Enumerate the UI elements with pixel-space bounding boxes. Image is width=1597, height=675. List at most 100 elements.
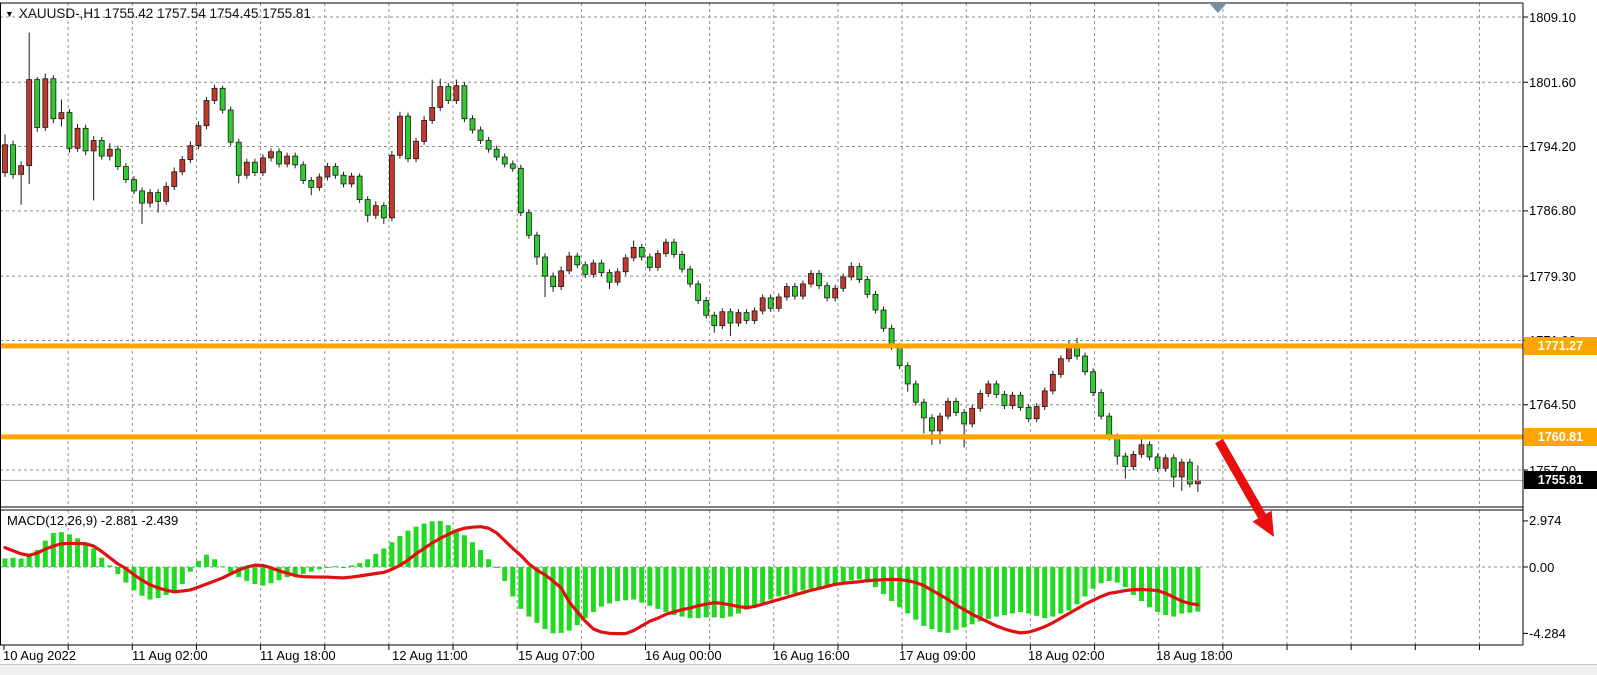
candlestick bbox=[953, 400, 959, 414]
macd-histogram-bar bbox=[752, 567, 758, 606]
candlestick bbox=[1138, 444, 1145, 455]
candlestick bbox=[493, 148, 500, 158]
candlestick bbox=[1033, 406, 1040, 420]
macd-histogram-bar bbox=[816, 567, 822, 588]
candlestick bbox=[1130, 453, 1137, 467]
macd-histogram-bar bbox=[204, 554, 209, 567]
candlestick bbox=[896, 346, 903, 367]
candlestick bbox=[646, 256, 653, 268]
macd-histogram-bar bbox=[1179, 567, 1185, 614]
time-axis-label[interactable]: 16 Aug 16:00 bbox=[773, 648, 850, 663]
macd-histogram-bar bbox=[1066, 567, 1072, 611]
candlestick bbox=[114, 148, 121, 167]
time-axis-label[interactable]: 17 Aug 09:00 bbox=[899, 648, 976, 663]
candlestick bbox=[961, 412, 968, 425]
macd-histogram-bar bbox=[872, 567, 878, 588]
candlestick bbox=[50, 78, 57, 120]
candlestick bbox=[388, 154, 395, 219]
macd-histogram-bar bbox=[1010, 567, 1015, 614]
macd-histogram-bar bbox=[445, 525, 451, 567]
time-axis-label[interactable]: 16 Aug 00:00 bbox=[645, 648, 722, 663]
price-axis-label: 1764.50 bbox=[1529, 397, 1576, 413]
candlestick bbox=[582, 264, 589, 275]
macd-histogram-bar bbox=[1026, 567, 1032, 614]
time-axis-label[interactable]: 15 Aug 07:00 bbox=[518, 648, 595, 663]
candlestick bbox=[509, 163, 516, 169]
candlestick bbox=[1082, 355, 1088, 373]
candlestick bbox=[171, 171, 178, 187]
macd-histogram-bar bbox=[2, 558, 8, 567]
time-axis-label[interactable]: 18 Aug 18:00 bbox=[1156, 648, 1233, 663]
time-axis-label[interactable]: 11 Aug 18:00 bbox=[260, 648, 336, 663]
candlestick bbox=[816, 273, 822, 287]
window-bottom-strip bbox=[0, 664, 1597, 675]
candlestick bbox=[912, 383, 919, 403]
macd-histogram-bar bbox=[155, 567, 161, 598]
price-badge: 1760.81 bbox=[1524, 427, 1597, 446]
macd-histogram-bar bbox=[75, 538, 81, 567]
macd-histogram-bar bbox=[800, 567, 806, 591]
candlestick bbox=[1041, 390, 1048, 407]
symbol-dropdown-icon[interactable]: ▼ bbox=[5, 9, 14, 19]
macd-histogram-bar bbox=[171, 567, 177, 591]
time-axis-label[interactable]: 10 Aug 2022 bbox=[3, 648, 77, 663]
time-axis-label[interactable]: 12 Aug 11:00 bbox=[392, 648, 468, 663]
macd-histogram-bar bbox=[510, 567, 516, 597]
candlestick bbox=[759, 297, 766, 312]
price-axis-label: 1786.80 bbox=[1529, 203, 1576, 219]
macd-histogram-bar bbox=[163, 567, 169, 595]
candlestick bbox=[1090, 371, 1096, 394]
trend-arrow-shaft bbox=[1215, 438, 1266, 519]
macd-histogram-bar bbox=[260, 567, 266, 586]
macd-histogram-bar bbox=[607, 567, 612, 604]
macd-histogram-bar bbox=[10, 557, 16, 567]
macd-histogram-bar bbox=[1058, 567, 1064, 614]
candlestick bbox=[1057, 358, 1064, 375]
macd-histogram-bar bbox=[486, 559, 492, 567]
macd-histogram-bar bbox=[663, 567, 669, 612]
macd-histogram-bar bbox=[236, 567, 242, 578]
macd-histogram-bar bbox=[276, 567, 282, 581]
macd-histogram-bar bbox=[1018, 567, 1024, 612]
macd-histogram-bar bbox=[1122, 567, 1128, 588]
candlestick bbox=[558, 270, 565, 287]
macd-histogram-bar bbox=[1147, 567, 1153, 608]
candlestick bbox=[1146, 444, 1153, 458]
candlestick bbox=[1154, 456, 1161, 469]
candlestick bbox=[832, 287, 839, 299]
macd-histogram-bar bbox=[292, 567, 298, 575]
macd-signal-line bbox=[3, 525, 1200, 636]
candlestick bbox=[147, 192, 153, 204]
macd-histogram-bar bbox=[324, 567, 330, 568]
macd-histogram-bar bbox=[937, 567, 943, 633]
candlestick bbox=[929, 417, 935, 432]
time-axis-label[interactable]: 11 Aug 02:00 bbox=[132, 648, 208, 663]
macd-histogram-bar bbox=[550, 567, 556, 634]
macd-histogram-bar bbox=[897, 567, 903, 608]
macd-histogram-bar bbox=[365, 559, 371, 567]
macd-histogram-bar bbox=[1187, 567, 1193, 613]
candlestick bbox=[131, 179, 137, 192]
candlestick bbox=[1114, 436, 1121, 457]
candlestick bbox=[292, 155, 299, 166]
candlestick bbox=[429, 107, 436, 121]
macd-histogram-bar bbox=[1163, 567, 1169, 616]
macd-histogram-bar bbox=[993, 567, 999, 617]
candlestick bbox=[638, 247, 645, 258]
macd-histogram-bar bbox=[357, 563, 363, 567]
macd-histogram-bar bbox=[397, 536, 403, 567]
macd-histogram-bar bbox=[300, 567, 306, 574]
candlestick bbox=[18, 165, 25, 175]
candlestick bbox=[276, 151, 282, 165]
candlestick bbox=[2, 144, 8, 174]
macd-histogram-bar bbox=[977, 567, 983, 622]
time-axis-label[interactable]: 18 Aug 02:00 bbox=[1028, 648, 1105, 663]
candlestick bbox=[58, 112, 65, 120]
macd-histogram-bar bbox=[1114, 567, 1120, 583]
macd-histogram-bar bbox=[953, 567, 959, 630]
macd-histogram-bar bbox=[542, 567, 548, 629]
price-axis-label: 1794.20 bbox=[1529, 139, 1576, 155]
candlestick bbox=[791, 286, 798, 297]
candlestick bbox=[123, 166, 129, 180]
